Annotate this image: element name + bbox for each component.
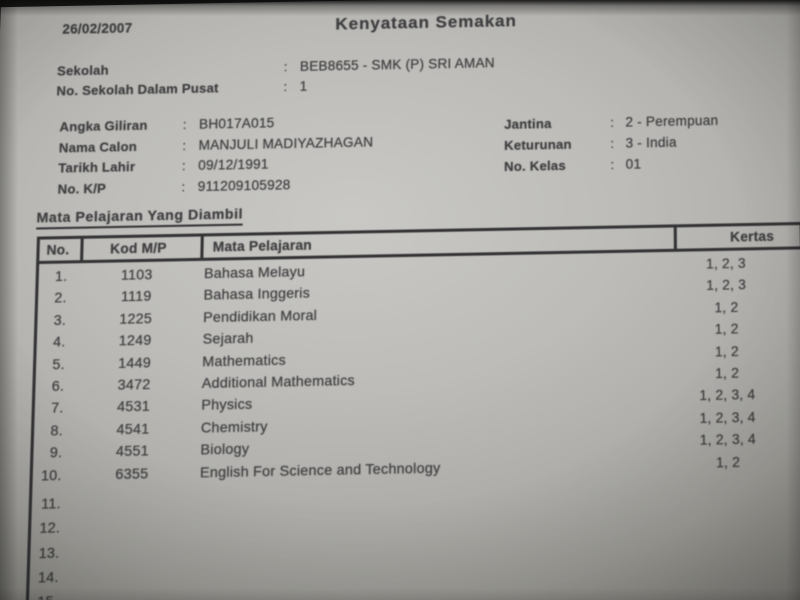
- field-label: Sekolah: [56, 62, 109, 79]
- cell-kertas: 1, 2: [715, 453, 741, 470]
- cell-no: 5.: [52, 355, 66, 372]
- cell-kertas: 1, 2: [714, 343, 739, 360]
- cell-no: 12.: [39, 519, 61, 537]
- cell-kertas: 1, 2: [714, 299, 739, 316]
- field-value: 1: [299, 78, 308, 94]
- cell-no: 3.: [53, 311, 67, 328]
- cell-code: 4541: [116, 419, 150, 438]
- cell-code: 1103: [120, 265, 153, 283]
- cell-kertas: 1, 2, 3: [706, 277, 747, 294]
- column-header-no: No.: [46, 242, 70, 258]
- cell-code: 3472: [117, 375, 151, 393]
- cell-no: 6.: [51, 377, 65, 394]
- cell-kertas: [651, 477, 800, 480]
- header-divider: [200, 236, 204, 258]
- cell-subject: Sejarah: [202, 329, 254, 347]
- column-header-kertas: Kertas: [730, 228, 775, 245]
- empty-rows: 11. 12. 13.: [0, 477, 800, 600]
- cell-code: 4551: [115, 442, 150, 460]
- field-value: 2 - Perempuan: [625, 112, 719, 130]
- date-text: 26/02/2007: [62, 20, 133, 37]
- subject-rows: 1. 1103 Bahasa Melayu 1, 2, 3 2. 1119 Ba…: [0, 251, 800, 487]
- document-title: Kenyataan Semakan: [335, 11, 517, 34]
- cell-subject: Bahasa Melayu: [203, 262, 306, 282]
- cell-no: 14.: [37, 568, 60, 586]
- cell-code: 1225: [119, 309, 153, 327]
- field-value: 01: [625, 155, 642, 172]
- field-label: No. Kelas: [504, 157, 566, 174]
- cell-kertas: 1, 2, 3, 4: [699, 386, 756, 404]
- cell-code: 6355: [115, 464, 149, 482]
- cell-subject: Additional Mathematics: [201, 371, 356, 392]
- cell-kertas: 1, 2, 3, 4: [699, 431, 756, 448]
- school-fields: Sekolah : BEB8655 - SMK (P) SRI AMAN No.…: [0, 47, 800, 102]
- field-value: 3 - India: [625, 134, 677, 151]
- cell-no: 15.: [6, 590, 59, 600]
- colon-separator: :: [283, 79, 288, 95]
- header-divider: [673, 227, 677, 249]
- field-label: Keturunan: [504, 136, 572, 153]
- column-header-subject: Mata Pelajaran: [212, 237, 312, 255]
- cell-subject: Bahasa Inggeris: [203, 284, 311, 304]
- cell-no: 7.: [50, 399, 64, 417]
- cell-subject: Pendidikan Moral: [203, 306, 318, 325]
- cell-no: 8.: [50, 421, 64, 439]
- cell-no: 11.: [40, 494, 62, 512]
- cell-no: 4.: [52, 333, 66, 350]
- cell-code: 1249: [118, 331, 152, 349]
- cell-kertas: 1, 2: [714, 321, 739, 338]
- cell-no: 2.: [54, 289, 68, 306]
- colon-separator: :: [610, 156, 615, 172]
- field-label: No. Sekolah Dalam Pusat: [56, 80, 219, 99]
- cell-code: [85, 489, 178, 491]
- cell-subject: Biology: [200, 440, 250, 458]
- cell-code: 1119: [120, 287, 152, 305]
- colon-separator: :: [610, 114, 615, 130]
- colon-separator: :: [610, 135, 615, 151]
- cell-no: 1.: [54, 267, 68, 285]
- subjects-section-title: Mata Pelajaran Yang Diambil: [36, 205, 244, 230]
- cell-kertas: 1, 2: [715, 365, 740, 382]
- column-header-code: Kod M/P: [110, 240, 167, 257]
- cell-code: 1449: [118, 353, 152, 371]
- cell-kertas: 1, 2, 3: [706, 255, 746, 272]
- field-label: Jantina: [504, 115, 552, 132]
- colon-separator: :: [283, 59, 288, 75]
- cell-code: 4531: [116, 397, 151, 415]
- cell-no: 9.: [49, 443, 63, 461]
- cell-subject: English For Science and Technology: [199, 458, 441, 480]
- cell-subject: Mathematics: [202, 350, 287, 369]
- cell-subject: Physics: [201, 395, 253, 414]
- cell-kertas: 1, 2, 3, 4: [699, 409, 756, 426]
- cell-subject: Chemistry: [200, 417, 268, 436]
- cell-no: 10.: [40, 465, 62, 484]
- cell-no: 13.: [38, 543, 60, 561]
